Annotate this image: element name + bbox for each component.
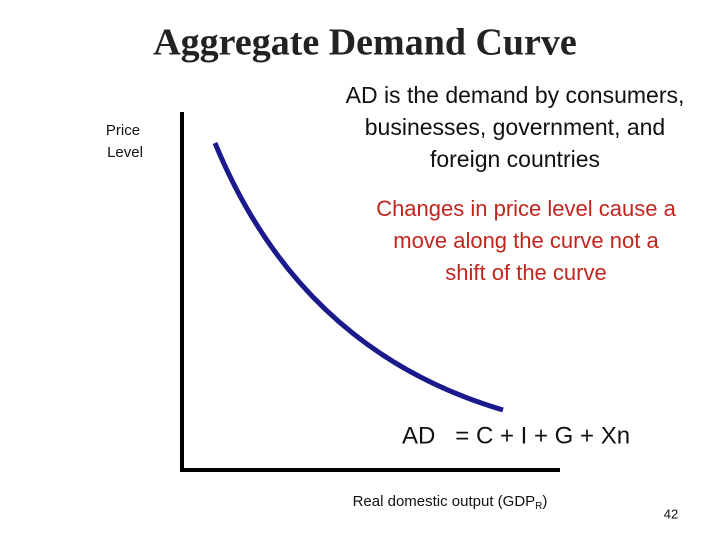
x-axis-label-subscript: R (535, 501, 542, 512)
ad-curve (212, 142, 504, 413)
note-line: shift of the curve (445, 260, 606, 285)
x-axis-label-end: ) (542, 493, 547, 510)
x-axis-label-text: Real domestic output (GDP (353, 493, 536, 510)
x-axis-label: Real domestic output (GDPR) (353, 493, 548, 512)
slide-title: Aggregate Demand Curve (153, 22, 577, 64)
page-number: 42 (664, 506, 678, 521)
y-axis-label: Level (107, 144, 143, 161)
note-line: move along the curve not a (393, 228, 659, 253)
equation: AD = C + I + G + Xn (402, 422, 630, 449)
note-line: Changes in price level cause a (376, 196, 676, 221)
definition-line: foreign countries (430, 146, 600, 172)
y-axis-label: Price (106, 122, 140, 139)
definition-line: AD is the demand by consumers, (346, 82, 685, 108)
definition-line: businesses, government, and (365, 114, 665, 140)
